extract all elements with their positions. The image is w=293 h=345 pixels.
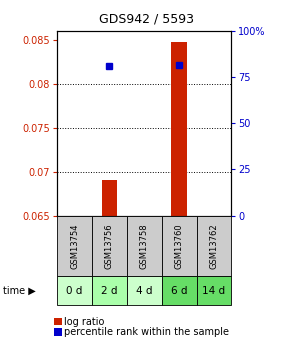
Text: 6 d: 6 d: [171, 286, 188, 296]
Text: time ▶: time ▶: [3, 286, 36, 296]
Text: log ratio: log ratio: [64, 317, 105, 326]
Bar: [102, 180, 117, 216]
Text: GSM13756: GSM13756: [105, 223, 114, 269]
Text: GSM13758: GSM13758: [140, 223, 149, 269]
Text: 14 d: 14 d: [202, 286, 226, 296]
Text: 0 d: 0 d: [67, 286, 83, 296]
Text: GSM13760: GSM13760: [175, 223, 184, 269]
Text: 4 d: 4 d: [136, 286, 153, 296]
Bar: [171, 42, 187, 216]
Text: GSM13754: GSM13754: [70, 223, 79, 268]
Text: percentile rank within the sample: percentile rank within the sample: [64, 327, 229, 337]
Text: GSM13762: GSM13762: [209, 223, 219, 269]
Text: GDS942 / 5593: GDS942 / 5593: [99, 12, 194, 25]
Text: 2 d: 2 d: [101, 286, 118, 296]
